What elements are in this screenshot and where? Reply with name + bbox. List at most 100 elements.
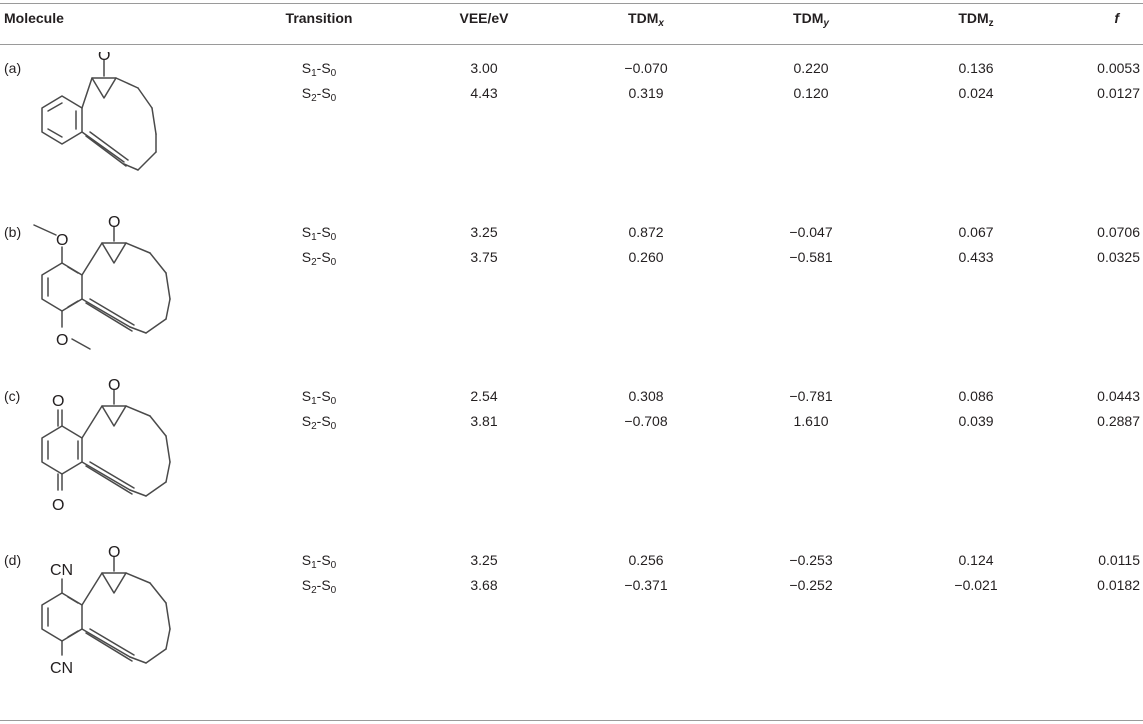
transition-part: 0 [330, 396, 337, 407]
transition-part: -S [316, 224, 331, 240]
vee-cell: 3.68 [470, 577, 498, 593]
transition-part: 1 [311, 68, 317, 79]
tdmy-cell: −0.252 [789, 577, 833, 593]
transition-cell: S2-S0 [302, 577, 336, 596]
tdmy-cell: 1.610 [793, 413, 829, 429]
transition-part: -S [316, 249, 331, 265]
transition-part: -S [316, 60, 331, 76]
vee-cell: 3.25 [470, 552, 498, 568]
transition-part: S [301, 388, 312, 404]
transition-part: S [301, 60, 312, 76]
tdmz-cell: 0.024 [958, 85, 994, 101]
transition-cell: S1-S0 [302, 388, 336, 407]
header-rule [0, 44, 1143, 45]
row-label-a: (a) [4, 60, 22, 76]
f-cell: 0.0053 [1097, 60, 1140, 76]
transition-part: 0 [330, 421, 337, 432]
tdmx-subscript: x [658, 18, 664, 29]
header-tdmx: TDMx [628, 10, 664, 29]
tdmz-cell: 0.433 [958, 249, 994, 265]
tdmx-cell: 0.319 [628, 85, 664, 101]
transition-part: 0 [330, 68, 337, 79]
header-molecule: Molecule [4, 10, 64, 26]
transition-part: S [301, 249, 312, 265]
transition-cell: S1-S0 [302, 60, 336, 79]
vee-cell: 3.81 [470, 413, 498, 429]
transition-part: -S [316, 413, 331, 429]
transition-part: 1 [311, 560, 317, 571]
molecule-d-structure: CN CN O [41, 545, 171, 677]
transition-cell: S1-S0 [302, 552, 336, 571]
transition-part: S [301, 577, 312, 593]
tdmy-cell: 0.220 [793, 60, 829, 76]
f-cell: 0.0127 [1097, 85, 1140, 101]
tdmy-base: TDM [793, 10, 824, 26]
transition-part: S [301, 413, 312, 429]
molecule-b-structure: O O O [33, 215, 171, 350]
transition-part: 2 [311, 257, 317, 268]
transition-cell: S2-S0 [302, 85, 336, 104]
tdmy-cell: −0.581 [789, 249, 833, 265]
transition-part: -S [316, 577, 331, 593]
tdmy-subscript: y [823, 18, 829, 29]
molecule-b-oxygen-label-top: O [56, 232, 68, 249]
tdmx-cell: 0.256 [628, 552, 664, 568]
tdmz-cell: −0.021 [954, 577, 998, 593]
tdmx-cell: 0.872 [628, 224, 664, 240]
transition-part: 0 [330, 232, 337, 243]
transition-cell: S2-S0 [302, 413, 336, 432]
molecule-d-cyano-label-bottom: CN [50, 660, 73, 677]
transition-part: S [301, 224, 312, 240]
molecule-c-structure: O O O [41, 378, 171, 514]
transition-part: 2 [311, 421, 317, 432]
f-cell: 0.0706 [1097, 224, 1140, 240]
transition-part: -S [316, 85, 331, 101]
tdmx-cell: −0.371 [624, 577, 668, 593]
transition-cell: S2-S0 [302, 249, 336, 268]
header-vee: VEE/eV [459, 10, 509, 26]
row-label-d: (d) [4, 552, 22, 568]
tdmz-cell: 0.086 [958, 388, 994, 404]
f-cell: 0.0115 [1098, 552, 1140, 568]
tdmz-cell: 0.124 [958, 552, 994, 568]
header-f: f [1114, 10, 1119, 26]
f-cell: 0.2887 [1097, 413, 1140, 429]
vee-cell: 3.25 [470, 224, 498, 240]
tdmx-base: TDM [628, 10, 659, 26]
vee-cell: 2.54 [470, 388, 498, 404]
molecule-d-carbonyl-oxygen-label: O [108, 545, 120, 561]
f-cell: 0.0325 [1097, 249, 1140, 265]
f-cell: 0.0443 [1097, 388, 1140, 404]
transition-part: 2 [311, 93, 317, 104]
tdmx-cell: −0.070 [624, 60, 668, 76]
transition-part: 2 [311, 585, 317, 596]
tdmz-base: TDM [958, 10, 989, 26]
transition-part: 1 [311, 396, 317, 407]
vee-cell: 3.75 [470, 249, 498, 265]
top-rule [0, 3, 1143, 4]
header-transition: Transition [285, 10, 353, 26]
tdmy-cell: 0.120 [793, 85, 829, 101]
header-tdmy: TDMy [793, 10, 829, 29]
transition-part: 0 [330, 585, 337, 596]
tdmz-cell: 0.136 [958, 60, 994, 76]
molecule-d-cyano-label-top: CN [50, 562, 73, 579]
f-cell: 0.0182 [1097, 577, 1140, 593]
tdmx-cell: −0.708 [624, 413, 668, 429]
tdmz-subscript: z [988, 18, 994, 29]
vee-cell: 4.43 [470, 85, 498, 101]
transition-part: -S [316, 388, 331, 404]
row-label-b: (b) [4, 224, 22, 240]
tdmx-cell: 0.308 [628, 388, 664, 404]
molecule-c-carbonyl-oxygen-label: O [108, 378, 120, 394]
transition-part: 0 [330, 93, 337, 104]
molecule-b-carbonyl-oxygen-label: O [108, 215, 120, 231]
bottom-rule [0, 720, 1143, 721]
tdmz-cell: 0.039 [958, 413, 994, 429]
molecule-c-oxygen-label-bottom: O [52, 497, 64, 514]
transition-part: -S [316, 552, 331, 568]
tdmx-cell: 0.260 [628, 249, 664, 265]
tdmy-cell: −0.047 [789, 224, 833, 240]
tdmy-cell: −0.253 [789, 552, 833, 568]
header-tdmz: TDMz [958, 10, 993, 29]
